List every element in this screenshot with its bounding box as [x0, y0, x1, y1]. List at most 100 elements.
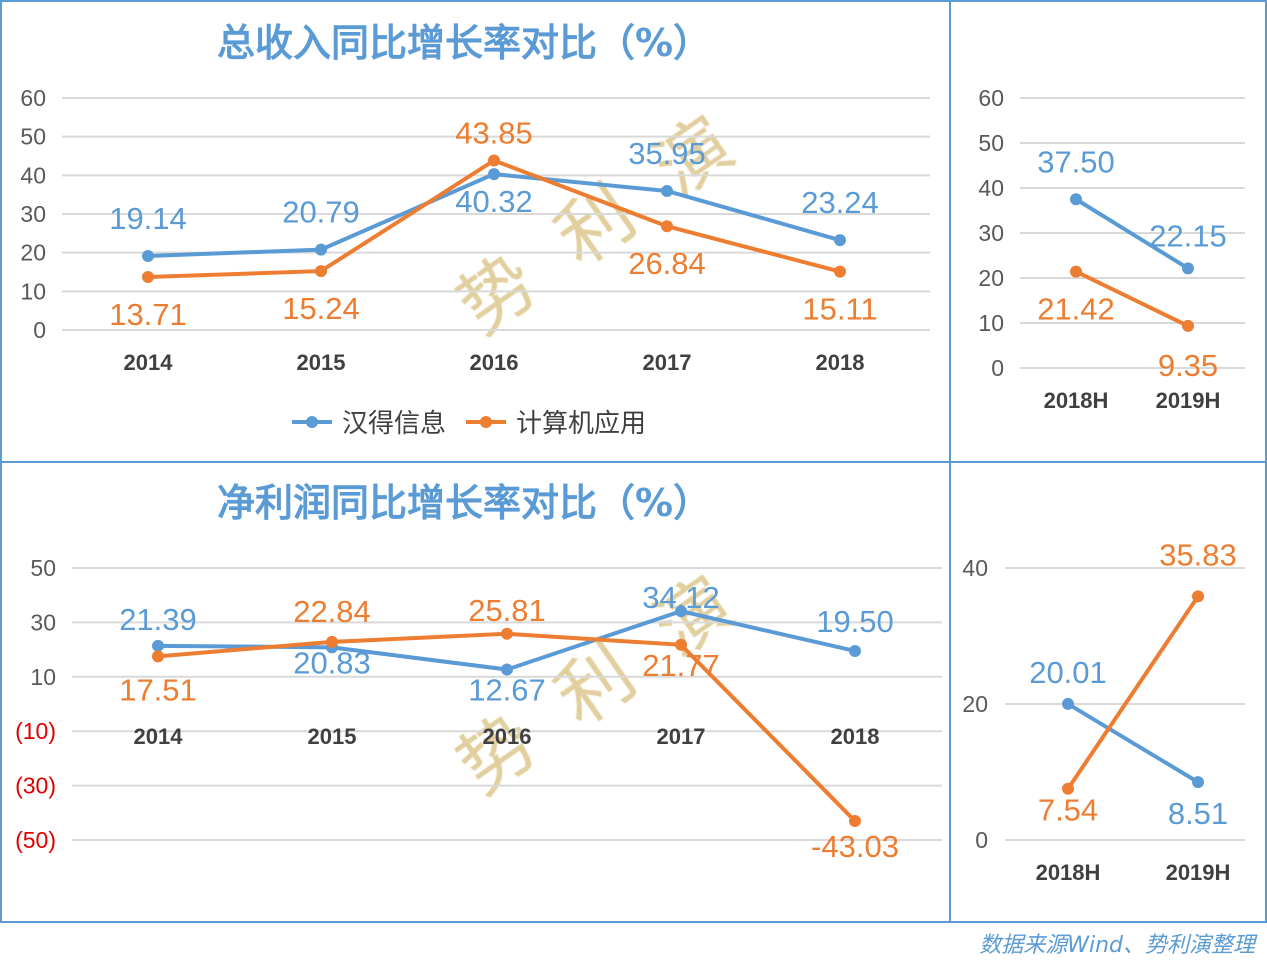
data-point [488, 154, 500, 167]
data-label: 15.11 [802, 292, 877, 327]
x-tick-label: 2017 [657, 724, 706, 749]
x-tick-label: 2016 [470, 350, 519, 375]
chart-0: 0 10 20 30 40 50 60 2014 2015 2016 2017 2018 19.14 20… [20, 85, 930, 375]
data-label: 35.95 [628, 136, 706, 171]
data-label: 20.83 [293, 645, 371, 680]
data-point [661, 184, 673, 197]
series-line [1066, 595, 1200, 790]
series-line [1074, 197, 1190, 271]
data-point [315, 243, 327, 256]
x-tick-label: 2014 [134, 724, 184, 749]
data-point [849, 815, 861, 828]
data-label: 21.77 [642, 648, 720, 683]
data-label: 15.24 [282, 291, 360, 326]
data-point [315, 265, 327, 278]
data-point [1070, 265, 1082, 278]
data-label: 26.84 [628, 246, 706, 281]
x-tick-label: 2018 [831, 724, 880, 749]
data-point [152, 639, 164, 652]
series-2: 21.42 9.35 [1037, 265, 1218, 383]
data-label: 40.32 [455, 184, 533, 219]
y-tick-label: 40 [962, 555, 988, 581]
data-point [142, 249, 154, 262]
legend-marker-series-2 [480, 416, 492, 428]
y-tick-label: 60 [20, 85, 46, 111]
data-point [675, 605, 687, 618]
series-1: 37.50 22.15 [1037, 144, 1227, 275]
y-tick-label: 10 [978, 310, 1004, 336]
data-label: 35.83 [1159, 537, 1237, 572]
data-label: 19.14 [109, 201, 187, 236]
legend-marker-series-1 [306, 416, 318, 428]
data-label: 22.15 [1149, 218, 1227, 253]
data-label: 21.39 [119, 602, 197, 637]
legend-label-series-2: 计算机应用 [516, 409, 646, 439]
data-label: 37.50 [1037, 144, 1115, 179]
data-point [1192, 776, 1204, 789]
data-point [1192, 590, 1204, 603]
data-label: 7.54 [1038, 793, 1098, 828]
series-line [1075, 269, 1189, 328]
y-tick-label: 50 [20, 124, 46, 150]
data-label: 23.24 [801, 185, 879, 220]
legend: 汉得信息 计算机应用 [292, 409, 646, 439]
panel-borders [0, 0, 1267, 923]
data-point [1070, 193, 1082, 206]
y-tick-label: 50 [978, 130, 1004, 156]
y-tick-label: 30 [20, 201, 46, 227]
source-note: 数据来源Wind、势利演整理 [979, 933, 1258, 958]
series-2: 13.71 15.24 43.85 26.84 15.11 [109, 115, 877, 332]
data-label: 20.01 [1029, 655, 1107, 690]
y-tick-label: 20 [978, 265, 1004, 291]
data-point [326, 635, 338, 648]
data-point [1182, 262, 1194, 275]
y-tick-label: 10 [30, 664, 56, 690]
data-label: 34.12 [642, 580, 720, 615]
series-1: 20.01 8.51 [1029, 655, 1228, 831]
data-point [675, 638, 687, 651]
data-label: 25.81 [468, 593, 546, 628]
data-point [488, 168, 500, 181]
series-2: 17.51 22.84 25.81 21.77 -43.03 [119, 593, 899, 864]
series-line [1066, 702, 1200, 784]
data-point [661, 220, 673, 233]
y-tick-label: (10) [15, 718, 56, 744]
data-label: 13.71 [109, 297, 187, 332]
x-tick-label: 2018H [1044, 388, 1109, 413]
y-tick-label: 20 [20, 240, 46, 266]
data-label: 9.35 [1158, 348, 1218, 383]
data-label: 43.85 [455, 115, 533, 150]
x-tick-label: 2019H [1156, 388, 1221, 413]
y-tick-label: 10 [20, 278, 46, 304]
data-point [1182, 319, 1194, 332]
data-point [849, 644, 861, 657]
y-tick-label: (30) [15, 773, 56, 799]
y-tick-label: 50 [30, 555, 56, 581]
y-tick-label: 0 [33, 317, 46, 343]
data-label: 20.79 [282, 195, 360, 230]
data-point [501, 627, 513, 640]
y-tick-label: 30 [978, 220, 1004, 246]
y-tick-label: 0 [991, 355, 1004, 381]
data-label: 21.42 [1037, 292, 1115, 327]
data-point [1062, 697, 1074, 710]
data-point [142, 270, 154, 283]
data-label: 17.51 [119, 672, 197, 707]
data-label: 19.50 [816, 604, 894, 639]
y-tick-label: 60 [978, 85, 1004, 111]
chart-2: (50) (30) (10) 10 30 50 2014 2015 2016 2017 2018 21… [15, 555, 942, 864]
legend-label-series-1: 汉得信息 [342, 409, 446, 439]
x-tick-label: 2016 [483, 724, 532, 749]
y-tick-label: 40 [978, 175, 1004, 201]
data-label: 22.84 [293, 594, 371, 629]
data-point [834, 265, 846, 278]
x-tick-label: 2018 [816, 350, 865, 375]
x-tick-label: 2015 [297, 350, 346, 375]
x-tick-label: 2015 [308, 724, 357, 749]
data-point [152, 650, 164, 663]
series-1: 19.14 20.79 40.32 35.95 23.24 [109, 136, 879, 262]
data-point [1062, 782, 1074, 795]
data-label: 8.51 [1168, 796, 1228, 831]
